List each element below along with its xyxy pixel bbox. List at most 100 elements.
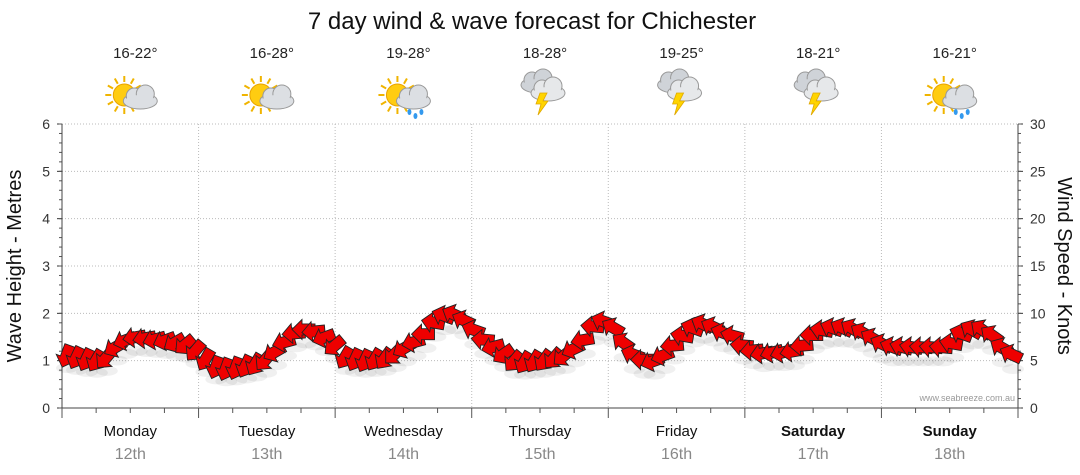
- lightning-bolt: [672, 92, 686, 116]
- cloud-part: [944, 95, 975, 107]
- rain-drop: [413, 113, 418, 119]
- sun-cloud-icon: [105, 76, 158, 114]
- wind-arrows: [55, 303, 1025, 382]
- wind-arrow: [999, 343, 1025, 365]
- wind-arrow: [602, 317, 626, 339]
- arrow-shadow: [135, 346, 158, 357]
- cloud-shape: [942, 84, 978, 110]
- sun-ray: [933, 78, 939, 85]
- rain-drop: [953, 109, 958, 115]
- arrow-shadow: [782, 360, 805, 371]
- y-left-tick-label: 2: [42, 305, 50, 321]
- arrow-shadow: [992, 357, 1015, 368]
- storm-icon: [520, 68, 566, 116]
- sun-ray: [129, 78, 135, 85]
- sun-cloud-rain-icon: [924, 76, 978, 119]
- sun-ray: [933, 105, 939, 112]
- credit-text: www.seabreeze.com.au: [918, 393, 1015, 403]
- arrow-shadow: [832, 337, 855, 348]
- day-date: 16th: [661, 446, 692, 463]
- wind-arrow: [312, 327, 337, 349]
- arrow-shadow: [394, 356, 417, 367]
- temperature-label: 18-28°: [523, 45, 567, 62]
- arrow-shadow: [593, 330, 616, 341]
- chart-title: 7 day wind & wave forecast for Chicheste…: [308, 8, 756, 35]
- sun-ray: [380, 84, 387, 90]
- sun-ray: [387, 105, 392, 112]
- sun-ray: [266, 78, 272, 85]
- y-axis-right-label: Wind Speed - Knots: [1053, 177, 1075, 355]
- sun-ray: [107, 100, 114, 106]
- sun-cloud-rain-icon: [378, 76, 431, 119]
- y-right-tick-label: 0: [1030, 400, 1038, 416]
- day-name: Wednesday: [364, 423, 443, 440]
- arrow-shadow: [902, 356, 925, 367]
- cloud-part: [398, 95, 429, 107]
- y-left-tick-label: 1: [42, 353, 50, 369]
- arrow-shadow: [942, 352, 965, 363]
- sun-ray: [949, 78, 955, 85]
- arrow-shadow: [125, 346, 148, 356]
- temperature-label: 16-28°: [250, 45, 294, 62]
- temperature-label: 16-21°: [933, 45, 977, 62]
- wind-arrow: [185, 338, 208, 361]
- arrow-shadow: [653, 363, 676, 374]
- grid: [62, 123, 1018, 408]
- temperature-label: 16-22°: [113, 45, 157, 62]
- temperature-label: 19-25°: [659, 45, 703, 62]
- y-right-tick-label: 25: [1030, 163, 1046, 179]
- arrow-shadow: [633, 368, 656, 379]
- lightning-bolt: [535, 92, 549, 116]
- arrow-shadow: [882, 356, 905, 367]
- y-right-tick-label: 20: [1030, 211, 1046, 227]
- cloud-part: [261, 95, 292, 107]
- y-right-tick-label: 15: [1030, 258, 1046, 274]
- day-name: Tuesday: [238, 423, 295, 440]
- arrow-shadow: [972, 339, 995, 350]
- rain-drop: [419, 109, 424, 115]
- storm-icon: [793, 68, 839, 116]
- arrow-shadow: [115, 348, 138, 359]
- arrow-shadow: [772, 361, 795, 372]
- cloud-shape: [259, 84, 295, 110]
- arrow-shadow: [643, 369, 666, 380]
- arrow-shadow: [852, 342, 875, 353]
- sun-ray: [926, 84, 933, 90]
- wind-arrow: [301, 320, 326, 343]
- lightning-bolt: [808, 92, 822, 116]
- day-date: 13th: [251, 446, 282, 463]
- y-right-tick-label: 30: [1030, 116, 1046, 132]
- arrow-shadow: [862, 347, 885, 358]
- arrow-shadow: [872, 353, 895, 364]
- sun-ray: [403, 78, 408, 85]
- sun-ray: [380, 100, 387, 106]
- day-date: 17th: [798, 446, 829, 463]
- sun-ray: [926, 100, 933, 106]
- sun-cloud-icon: [241, 76, 295, 114]
- sun-ray: [113, 105, 119, 112]
- sun-ray: [243, 100, 251, 106]
- arrow-shadow: [563, 357, 586, 368]
- y-left-tick-label: 0: [42, 400, 50, 416]
- sun-ray: [250, 78, 256, 85]
- cloud-part: [806, 87, 837, 99]
- arrow-shadow: [763, 361, 786, 372]
- arrow-shadow: [812, 339, 835, 350]
- y-left-tick-label: 6: [42, 116, 50, 132]
- sun-ray: [113, 78, 119, 85]
- y-axis-left-label: Wave Height - Metres: [4, 170, 26, 363]
- arrow-shadow: [842, 338, 865, 349]
- arrow-shadow: [1002, 363, 1024, 374]
- y-left-tick-label: 4: [42, 211, 50, 227]
- wind-arrow: [481, 336, 506, 359]
- cloud-part: [669, 87, 700, 99]
- cloud-shape: [122, 84, 158, 110]
- y-left-tick-label: 5: [42, 163, 50, 179]
- arrow-shadow: [404, 350, 427, 361]
- arrow-shadow: [792, 354, 815, 365]
- rain-drop: [959, 113, 964, 119]
- sun-ray: [250, 105, 256, 112]
- day-date: 12th: [115, 446, 146, 463]
- day-date: 18th: [934, 446, 965, 463]
- arrow-shadow: [95, 365, 118, 376]
